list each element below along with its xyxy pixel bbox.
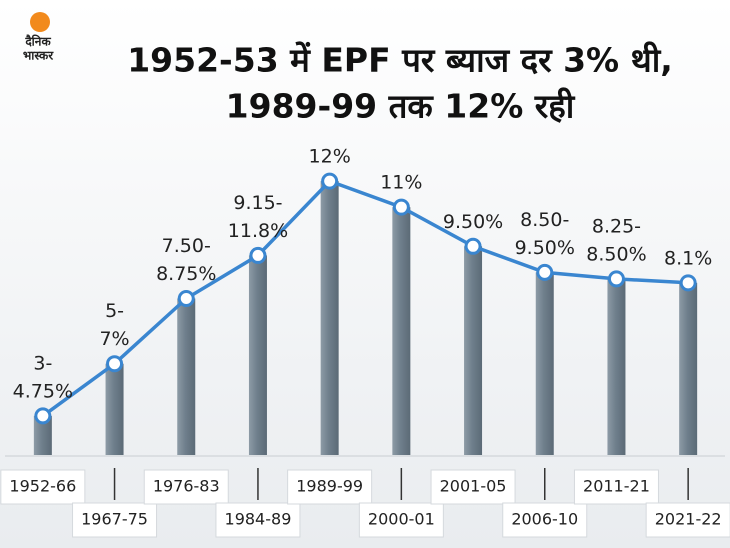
x-tick-label: 2021-22 [655,510,722,529]
data-label: 8.25- [592,215,641,237]
point [321,172,339,190]
category-box [358,502,444,538]
x-tick-label: 1984-89 [225,510,292,529]
category-box [573,469,659,505]
column [33,415,52,455]
data-label: 7% [99,328,129,350]
category-box [72,502,158,538]
data-label: 9.50% [515,237,575,259]
data-label: 11.8% [228,220,288,242]
column [607,278,626,455]
category-box [645,502,730,538]
data-label: 8.1% [664,247,712,269]
logo-sun [30,12,50,32]
column [392,207,411,455]
point [464,237,482,255]
x-tick-label: 1989-99 [296,477,363,496]
data-label: 9.50% [443,211,503,233]
data-label: 5- [105,300,124,322]
point [679,274,697,292]
x-tick-label: 2001-05 [440,477,507,496]
column [248,255,267,455]
x-tick-label: 2006-10 [511,510,578,529]
category-box [143,469,229,505]
line [41,179,689,418]
data-label: 4.75% [13,380,73,402]
category-box [430,469,516,505]
column [464,246,483,455]
point [536,263,554,281]
data-label: 8.50- [520,209,569,231]
point [607,270,625,288]
category-box [0,469,86,505]
logo: दैनिक भास्कर [23,12,54,63]
point [392,198,410,216]
data-label: 8.75% [156,263,216,285]
point [177,289,195,307]
point [249,246,267,264]
point [106,355,124,373]
column [535,272,554,455]
x-tick-label: 2011-21 [583,477,650,496]
x-tick-label: 2000-01 [368,510,435,529]
column [177,298,196,455]
category-box [502,502,588,538]
chart-title: 1952-53 में EPF पर ब्याज दर 3% थी, [127,41,673,80]
data-label: 8.50% [586,243,646,265]
chart-title: 1989-99 तक 12% रही [226,87,576,126]
category-box [215,502,301,538]
data-label: 3- [33,352,52,374]
column [320,181,339,455]
logo-text: दैनिक [24,35,51,49]
column [679,282,698,455]
x-tick-label: 1976-83 [153,477,220,496]
x-tick-label: 1952-66 [9,477,76,496]
x-tick-label: 1967-75 [81,510,148,529]
data-label: 11% [380,172,422,194]
data-label: 9.15- [233,192,282,214]
column [105,363,124,455]
data-label: 7.50- [162,235,211,257]
point [34,407,52,425]
logo-text: भास्कर [23,49,54,63]
category-box [287,469,373,505]
data-label: 12% [309,146,351,168]
